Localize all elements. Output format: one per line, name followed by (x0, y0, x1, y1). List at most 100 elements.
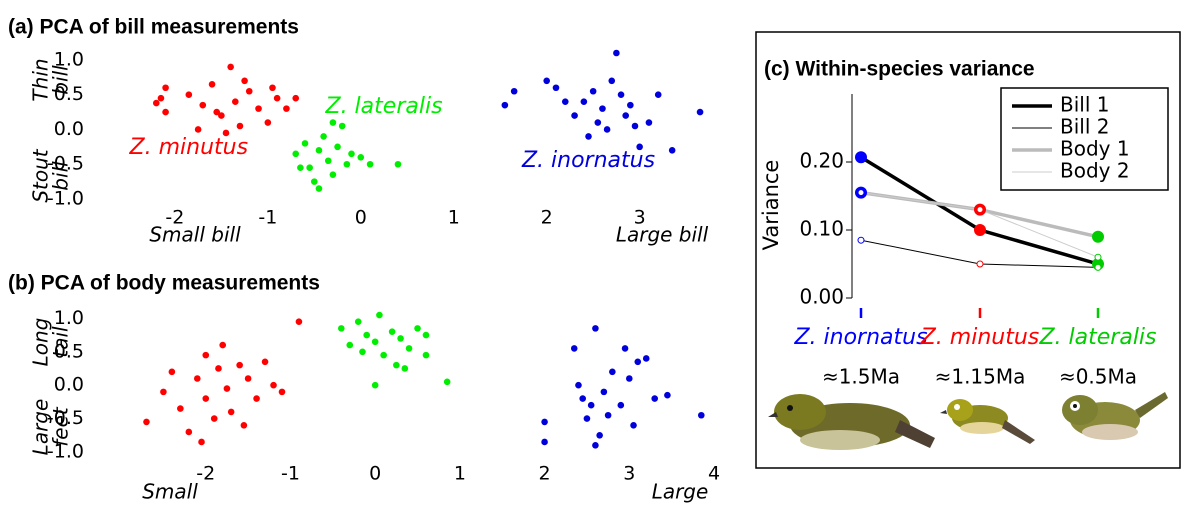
y-tick-label: 0.20 (799, 149, 844, 173)
y-tick-label: -0.5 (47, 407, 84, 429)
point (636, 143, 643, 151)
x-tick-label: Z. minutus (920, 325, 1040, 350)
point (295, 318, 303, 326)
axis-label: Large (652, 480, 709, 504)
point (405, 345, 413, 352)
point (599, 105, 606, 112)
point (185, 428, 193, 436)
point (337, 325, 345, 332)
bird-lateralis (1062, 392, 1168, 440)
legend-label: Body 1 (1060, 137, 1130, 161)
point (397, 335, 404, 342)
point (617, 91, 625, 99)
point (222, 129, 230, 137)
point (600, 388, 608, 396)
point (541, 438, 548, 446)
point (592, 325, 599, 332)
y-tick-label: 1.0 (54, 307, 84, 329)
point (603, 126, 611, 133)
legend-label: Body 2 (1060, 159, 1130, 183)
point (630, 421, 637, 429)
point (613, 49, 620, 57)
x-tick-label: 2 (541, 207, 553, 229)
point (218, 112, 225, 119)
point (621, 345, 629, 352)
point (857, 236, 865, 244)
bird-minutus (940, 399, 1035, 444)
point (236, 122, 244, 130)
point (283, 105, 290, 112)
point (315, 147, 323, 154)
x-tick-label: Z. lateralis (1038, 325, 1156, 350)
x-tick-label: Z. inornatus (793, 325, 927, 350)
point (359, 348, 366, 356)
point (278, 388, 286, 396)
y-tick-label: -1.0 (47, 441, 84, 463)
axis-label: bill (49, 65, 73, 95)
y-tick-label: 0.0 (54, 374, 84, 396)
x-tick-label: 0 (355, 207, 367, 229)
point (338, 122, 346, 130)
point (354, 318, 362, 326)
species-label: Z. minutus (129, 135, 249, 160)
point (227, 408, 235, 416)
point (329, 119, 337, 126)
point (401, 365, 409, 372)
axis-label: Long (29, 318, 53, 367)
x-tick-label: 1 (454, 463, 466, 485)
point (583, 415, 591, 422)
point (264, 119, 272, 126)
y-tick-label: 0.10 (799, 217, 844, 241)
x-tick-label: 2 (539, 463, 551, 485)
point (202, 395, 210, 402)
point (668, 147, 676, 154)
point (617, 401, 625, 409)
point (552, 84, 560, 92)
x-tick-label: -1 (258, 207, 277, 229)
point (579, 395, 587, 402)
point (334, 143, 341, 151)
point (976, 206, 984, 214)
point (589, 87, 597, 95)
point (371, 338, 379, 346)
age-label: ≈1.15Ma (935, 365, 1026, 389)
bird-inornatus (768, 394, 935, 450)
point (162, 84, 169, 92)
point (202, 351, 210, 359)
point (245, 87, 253, 95)
point (168, 368, 176, 376)
axis-label: Large bill (616, 223, 709, 247)
point (213, 108, 221, 116)
point (510, 87, 518, 95)
chart-title: (c) Within-species variance (764, 58, 1035, 81)
point (580, 98, 588, 105)
point (292, 94, 300, 102)
point (270, 381, 277, 389)
point (570, 345, 578, 352)
point (604, 411, 612, 419)
point (634, 358, 642, 366)
x-tick-label: -2 (165, 207, 184, 229)
point (177, 405, 184, 412)
point (585, 133, 592, 140)
point (664, 391, 671, 399)
point (422, 351, 430, 359)
y-tick-label: 1.0 (54, 48, 84, 70)
axis-label: Small (142, 480, 198, 504)
point (974, 224, 986, 236)
point (311, 178, 318, 185)
point (625, 375, 633, 382)
chart-title: (b) PCA of body measurements (8, 272, 320, 295)
axis-label: tail (49, 326, 73, 358)
axis-label: Variance (759, 160, 783, 251)
axis-label: Stout (29, 148, 53, 202)
point (575, 381, 582, 389)
point (253, 395, 260, 402)
x-tick-label: -1 (281, 463, 300, 485)
point (185, 91, 193, 99)
point (306, 164, 313, 172)
point (697, 411, 705, 419)
y-tick-label: 0.00 (799, 285, 844, 309)
point (1094, 253, 1102, 261)
axis-label: Thin (29, 58, 53, 101)
